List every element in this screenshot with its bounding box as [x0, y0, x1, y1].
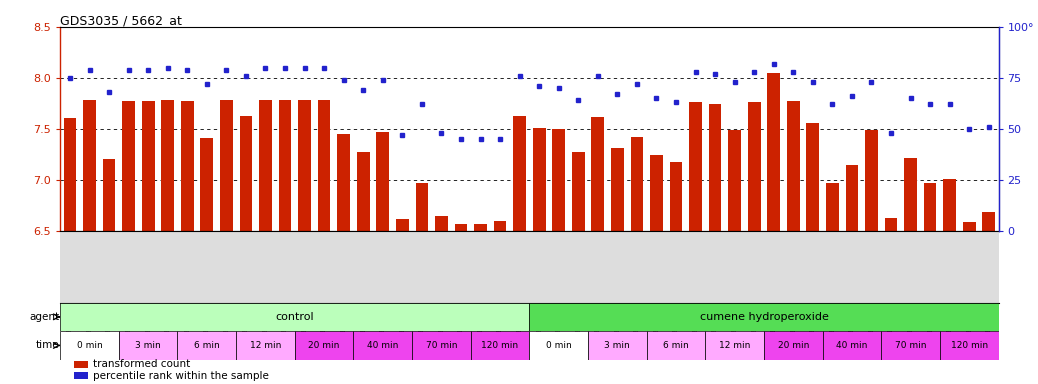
Bar [807, 123, 819, 384]
Bar [939, 331, 999, 360]
Bar [318, 100, 330, 384]
Text: 0 min: 0 min [546, 341, 572, 350]
Bar [513, 116, 526, 384]
Bar [846, 165, 858, 384]
Text: 20 min: 20 min [777, 341, 809, 350]
Text: 120 min: 120 min [482, 341, 519, 350]
Bar [552, 129, 565, 384]
Bar [357, 152, 370, 384]
Bar [337, 134, 350, 384]
Bar [963, 222, 976, 384]
Text: 12 min: 12 min [250, 341, 281, 350]
Bar [471, 331, 529, 360]
Bar [881, 331, 940, 360]
Bar [142, 101, 155, 384]
Text: 3 min: 3 min [135, 341, 161, 350]
Bar [260, 100, 272, 384]
Bar [220, 100, 233, 384]
Bar [630, 137, 644, 384]
Bar [529, 303, 999, 331]
Bar [529, 331, 588, 360]
Bar [709, 104, 721, 384]
Bar [494, 221, 507, 384]
Bar [83, 100, 95, 384]
Bar [161, 100, 174, 384]
Bar [826, 183, 839, 384]
Bar [747, 103, 761, 384]
Bar [787, 101, 799, 384]
Bar [240, 116, 252, 384]
Bar [729, 130, 741, 384]
Bar [278, 100, 292, 384]
Bar [60, 303, 529, 331]
Text: 20 min: 20 min [308, 341, 339, 350]
Bar [904, 157, 917, 384]
Bar [865, 130, 878, 384]
Bar [103, 159, 115, 384]
Text: 70 min: 70 min [426, 341, 457, 350]
Bar [588, 331, 647, 360]
Bar [377, 132, 389, 384]
Text: 3 min: 3 min [604, 341, 630, 350]
Bar [177, 331, 236, 360]
Bar [592, 117, 604, 384]
Bar [474, 224, 487, 384]
Text: 70 min: 70 min [895, 341, 926, 350]
Text: 0 min: 0 min [77, 341, 103, 350]
Bar [415, 183, 429, 384]
Bar [650, 154, 663, 384]
Bar [435, 216, 447, 384]
Bar [412, 331, 471, 360]
Bar [122, 101, 135, 384]
Bar [181, 101, 194, 384]
Bar [572, 152, 584, 384]
Text: GDS3035 / 5662_at: GDS3035 / 5662_at [60, 14, 182, 27]
Bar [353, 331, 412, 360]
Bar [689, 103, 702, 384]
Text: agent: agent [29, 312, 59, 322]
Bar [767, 73, 781, 384]
Bar [395, 219, 409, 384]
Bar [295, 331, 353, 360]
Text: 6 min: 6 min [663, 341, 689, 350]
Text: cumene hydroperoxide: cumene hydroperoxide [700, 312, 828, 322]
Text: 40 min: 40 min [367, 341, 399, 350]
Bar [884, 218, 898, 384]
Bar [60, 331, 118, 360]
Bar [298, 100, 311, 384]
Bar [982, 212, 995, 384]
Bar [705, 331, 764, 360]
Bar [200, 138, 213, 384]
Bar [75, 361, 88, 368]
Text: 120 min: 120 min [951, 341, 988, 350]
Bar [63, 118, 77, 384]
Bar [118, 331, 177, 360]
Bar [764, 331, 823, 360]
Bar [924, 183, 936, 384]
Text: 6 min: 6 min [194, 341, 220, 350]
Text: 40 min: 40 min [837, 341, 868, 350]
Bar [236, 331, 295, 360]
Text: 12 min: 12 min [719, 341, 750, 350]
Bar [822, 331, 881, 360]
Bar [670, 162, 682, 384]
Bar [532, 128, 546, 384]
Bar [75, 372, 88, 379]
Bar [944, 179, 956, 384]
Bar [647, 331, 706, 360]
Text: control: control [275, 312, 315, 322]
Text: transformed count: transformed count [93, 359, 190, 369]
Bar [611, 148, 624, 384]
Text: percentile rank within the sample: percentile rank within the sample [93, 371, 269, 381]
Text: time: time [35, 341, 59, 351]
Bar [455, 224, 467, 384]
